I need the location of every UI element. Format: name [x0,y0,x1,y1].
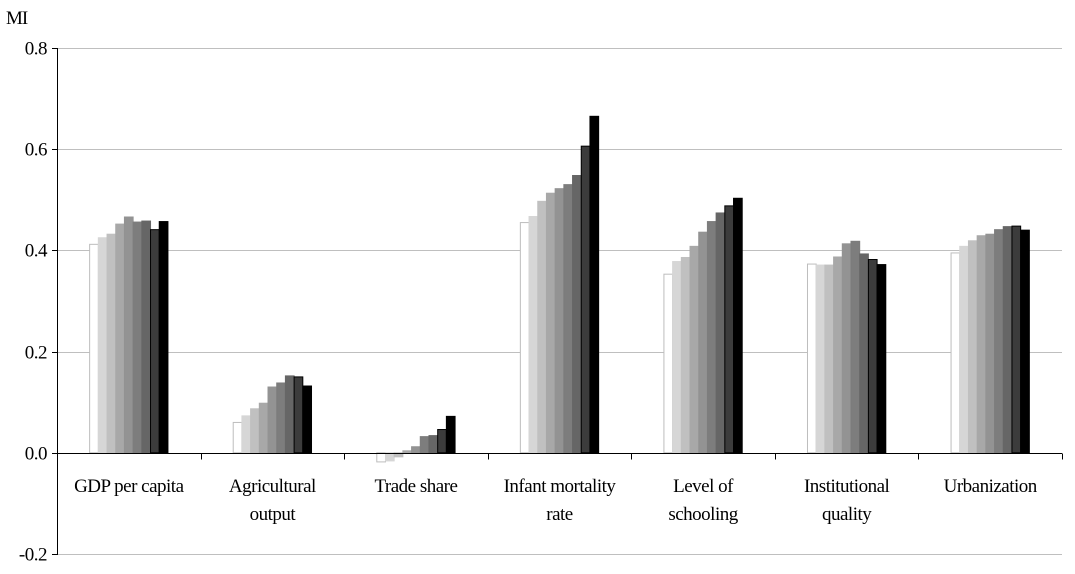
bar [985,233,996,454]
bar [123,216,134,454]
bar [824,264,835,454]
bar [698,231,708,454]
bar [545,192,556,454]
bar [528,216,539,454]
bar [867,259,878,454]
bar [706,221,717,454]
x-tick-label: Trade share [374,476,457,497]
bar [715,212,726,454]
y-axis-label: MI [6,8,28,29]
y-ticks: -0.2 0.0 0.2 0.4 0.6 0.8 [19,39,57,566]
bar [959,245,969,454]
bar [158,221,169,454]
bar [241,415,252,454]
category-labels: GDP per capita Agricultural output Trade sh… [74,476,1038,525]
bar [1002,226,1013,454]
bar [680,256,691,454]
bar [663,273,674,454]
bar [967,240,978,454]
y-tick-label: 0.0 [25,444,47,465]
bar [115,223,125,454]
bar [250,408,260,454]
bar [284,375,295,454]
y-tick-label: 0.6 [25,140,47,161]
x-tick-label: Level of schooling [668,476,738,525]
bar [232,421,243,454]
x-tick-label-line: GDP per capita [74,476,184,497]
bar [519,222,530,454]
bar [859,253,869,454]
bar [833,256,843,454]
bar [276,382,286,454]
bar [589,115,600,454]
bar [89,243,99,454]
bar [445,415,456,454]
x-tick-label-line: Urbanization [944,476,1038,497]
x-tick-label-line: output [250,504,297,525]
axes [57,48,1063,555]
bar [572,175,582,454]
bar [976,235,987,454]
bar [733,197,743,454]
bar [815,264,826,454]
bar [672,261,682,454]
bar [258,402,269,454]
bar [419,436,430,454]
x-tick-label-line: schooling [668,504,738,525]
x-tick-label: Infant mortality rate [504,476,617,525]
bar [302,385,313,454]
bar [580,145,591,454]
y-tick-label: -0.2 [19,545,47,566]
x-tick-label: GDP per capita [74,476,184,497]
bar [132,221,143,454]
bar [106,233,117,454]
bar [850,240,861,454]
bar [437,429,447,454]
bar [97,237,108,454]
bar [554,188,565,454]
bar [402,450,413,454]
x-tick-label: Urbanization [944,476,1038,497]
x-tick-label: Agricultural output [229,476,316,525]
x-tick-label-line: Trade share [374,476,457,497]
bar [724,205,735,454]
x-tick-label-line: Agricultural [229,476,316,497]
y-tick-label: 0.8 [25,39,47,60]
bar [150,229,160,454]
x-tick-label-line: Infant mortality [504,476,617,497]
bar [806,263,817,454]
x-tick-label-line: Level of [673,476,734,497]
y-tick-label: 0.2 [25,343,47,364]
bar [994,229,1004,454]
bar [376,452,386,463]
y-tick-label: 0.4 [25,241,48,262]
bar [428,435,439,454]
bar [267,386,278,454]
x-tick-label-line: Institutional [804,476,890,497]
bar [293,376,304,454]
bar [1020,229,1030,454]
bar [950,252,961,454]
bar [841,243,852,454]
bar [1011,225,1022,454]
x-tick-label: Institutional quality [804,476,890,525]
bars [89,115,1030,463]
bar [689,245,700,454]
bar [876,264,887,454]
x-tick-label-line: quality [822,504,872,525]
bar [393,452,404,458]
bar [141,220,152,454]
x-tick-label-line: rate [546,504,573,525]
bar [411,446,421,454]
bar [563,184,574,454]
bar [384,452,395,462]
bar [537,200,547,454]
